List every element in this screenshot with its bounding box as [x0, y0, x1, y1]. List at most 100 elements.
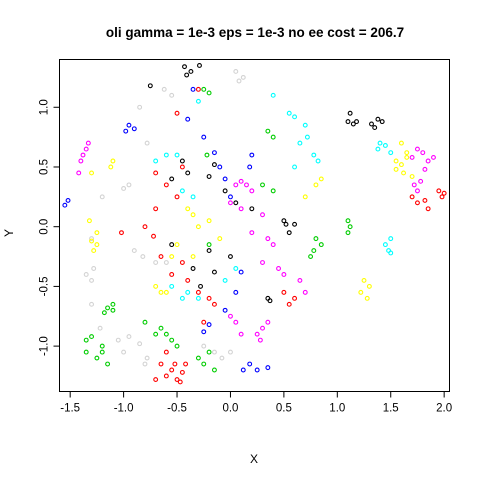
- data-point: [211, 269, 217, 275]
- data-point: [409, 154, 415, 160]
- data-point: [83, 337, 89, 343]
- data-point: [169, 337, 175, 343]
- data-point: [286, 301, 292, 307]
- data-point: [364, 295, 370, 301]
- data-point: [206, 218, 212, 224]
- data-point: [142, 361, 148, 367]
- data-point: [137, 341, 143, 347]
- data-point: [163, 260, 169, 265]
- data-point: [436, 188, 442, 194]
- data-point: [388, 236, 394, 242]
- data-point: [222, 188, 228, 194]
- data-point: [174, 377, 180, 383]
- data-point: [76, 170, 82, 176]
- data-point: [62, 202, 68, 208]
- data-point: [94, 242, 100, 248]
- data-point: [121, 186, 127, 191]
- data-point: [137, 104, 143, 110]
- data-point: [197, 63, 202, 68]
- data-point: [89, 238, 95, 244]
- data-point: [228, 349, 233, 355]
- data-point: [85, 140, 91, 146]
- y-axis-label: Y: [2, 229, 16, 237]
- data-point: [425, 158, 431, 164]
- data-point: [91, 266, 97, 271]
- data-point: [185, 170, 191, 176]
- data-point: [89, 236, 95, 242]
- data-point: [211, 150, 217, 156]
- data-point: [121, 349, 127, 355]
- data-point: [228, 194, 233, 200]
- data-point: [89, 301, 95, 307]
- data-point: [260, 212, 265, 218]
- data-point: [211, 367, 217, 373]
- data-point: [377, 140, 383, 146]
- data-point: [201, 343, 207, 349]
- data-point: [345, 230, 351, 236]
- data-point: [350, 121, 356, 127]
- data-point: [265, 295, 271, 301]
- data-point: [283, 221, 289, 227]
- data-point: [311, 248, 317, 254]
- data-point: [315, 158, 321, 164]
- x-tick-label: -0.5: [167, 403, 187, 415]
- data-point: [217, 164, 223, 170]
- data-point: [347, 110, 353, 116]
- data-point: [238, 206, 244, 212]
- data-point: [158, 361, 164, 367]
- data-point: [233, 289, 239, 295]
- data-point: [281, 272, 287, 277]
- data-point: [281, 289, 287, 295]
- data-point: [83, 146, 89, 152]
- data-point: [222, 176, 228, 182]
- data-point: [270, 242, 276, 248]
- data-point: [206, 248, 212, 254]
- data-point: [153, 170, 159, 176]
- data-point: [238, 269, 244, 275]
- data-point: [211, 301, 217, 307]
- data-point: [222, 307, 228, 313]
- data-point: [153, 377, 159, 383]
- data-point: [105, 361, 111, 367]
- data-point: [195, 86, 201, 92]
- data-point: [204, 152, 210, 158]
- data-point: [297, 277, 303, 283]
- data-point: [185, 277, 191, 283]
- data-point: [247, 361, 253, 367]
- x-axis: -1.5 -1.0 -0.5 0.0 0.5 1.0 1.5 2.0: [60, 391, 452, 415]
- data-point: [422, 166, 428, 172]
- data-point: [441, 190, 447, 196]
- data-point: [393, 166, 399, 172]
- data-point: [302, 122, 308, 128]
- data-point: [228, 254, 233, 260]
- data-point: [91, 248, 97, 254]
- data-point: [169, 254, 175, 260]
- data-point: [270, 134, 276, 140]
- data-point: [163, 289, 169, 295]
- data-point: [270, 92, 276, 98]
- data-point: [206, 349, 212, 355]
- data-point: [142, 319, 148, 325]
- data-point: [249, 230, 255, 236]
- data-point: [174, 242, 180, 248]
- data-point: [195, 289, 201, 295]
- data-point: [99, 343, 105, 349]
- data-point: [144, 140, 150, 146]
- data-point: [131, 126, 137, 132]
- data-point: [265, 365, 271, 371]
- data-point: [361, 277, 367, 283]
- data-point: [179, 188, 185, 194]
- data-point: [179, 369, 185, 375]
- data-point: [163, 331, 169, 337]
- data-point: [153, 260, 159, 265]
- data-point: [80, 152, 86, 158]
- x-tick-label: 2.0: [436, 403, 452, 415]
- data-point: [97, 325, 103, 331]
- data-point: [286, 110, 292, 116]
- data-point: [89, 170, 95, 176]
- data-point: [169, 272, 175, 277]
- data-point: [431, 154, 436, 160]
- data-point: [126, 334, 132, 340]
- data-point: [313, 236, 319, 242]
- data-point: [233, 68, 239, 74]
